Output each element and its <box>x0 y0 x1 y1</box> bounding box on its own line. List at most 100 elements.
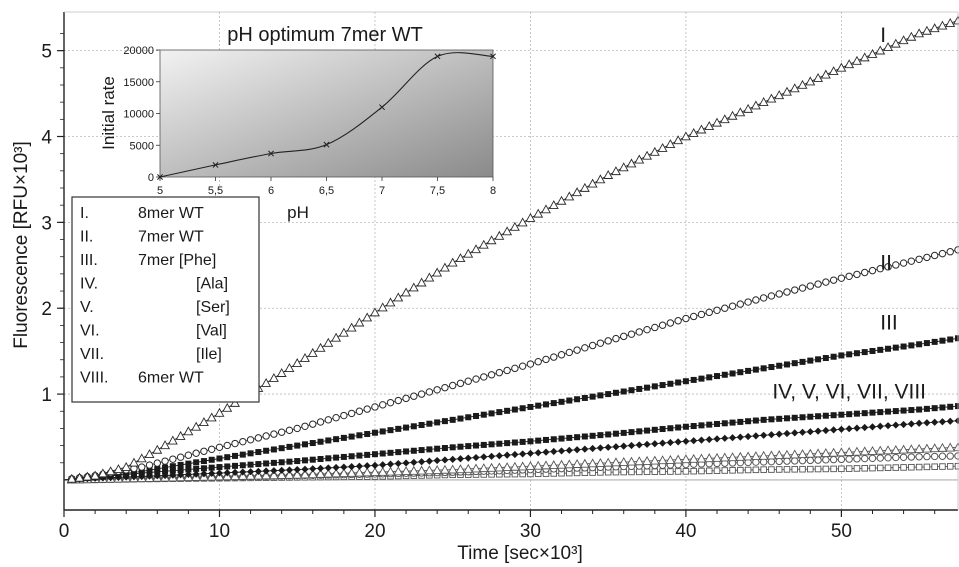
data-point-VI <box>385 466 396 476</box>
inset-y-axis-title: Initial rate <box>99 76 118 150</box>
data-point-IV <box>574 434 581 441</box>
data-point-II <box>472 375 480 383</box>
data-point-I <box>789 83 800 93</box>
data-point-V <box>169 471 177 479</box>
data-point-I <box>416 277 427 287</box>
inset-y-tick-label: 15000 <box>123 77 154 89</box>
data-point-I <box>183 426 194 436</box>
data-point-III <box>239 451 246 458</box>
legend-numeral: IV. <box>80 276 98 293</box>
data-point-I <box>634 154 645 164</box>
data-point-VI <box>253 470 264 480</box>
data-point-IV <box>270 459 277 466</box>
data-point-I <box>525 212 536 222</box>
data-point-VIII <box>682 468 690 475</box>
data-point-VI <box>478 463 489 473</box>
data-point-II <box>899 259 908 267</box>
data-point-VIII <box>923 463 931 471</box>
data-point-II <box>309 420 317 428</box>
data-point-IV <box>496 440 503 447</box>
data-point-IV <box>830 412 837 419</box>
data-point-III <box>504 407 511 414</box>
data-point-III <box>589 393 596 400</box>
data-point-III <box>714 373 721 380</box>
data-point-VII <box>767 457 776 466</box>
data-point-IV <box>745 418 752 425</box>
data-point-V <box>931 418 939 426</box>
data-point-II <box>464 377 472 385</box>
data-point-V <box>798 428 807 436</box>
data-point-VI <box>813 448 824 458</box>
data-point-VI <box>867 445 878 455</box>
data-point-V <box>355 462 364 470</box>
data-point-VI <box>315 468 326 478</box>
data-point-IV <box>200 465 207 472</box>
data-point-V <box>581 445 589 453</box>
data-point-II <box>573 346 581 354</box>
data-point-II <box>845 272 853 280</box>
data-point-II <box>176 453 185 461</box>
data-point-V <box>534 449 542 457</box>
data-point-III <box>395 425 402 432</box>
data-point-II <box>386 398 395 407</box>
data-point-V <box>495 452 503 460</box>
data-point-II <box>215 443 224 452</box>
data-point-IV <box>208 464 215 471</box>
data-point-III <box>955 335 959 342</box>
data-point-III <box>550 400 557 407</box>
data-point-II <box>518 362 527 370</box>
data-point-IV <box>542 436 549 443</box>
data-point-VI <box>587 458 598 468</box>
data-point-VII <box>806 456 814 465</box>
data-point-VI <box>455 464 466 474</box>
data-point-V <box>728 434 737 442</box>
data-point-I <box>805 76 816 86</box>
data-point-V <box>363 462 371 470</box>
data-point-III <box>294 442 301 449</box>
data-point-IV <box>644 427 651 434</box>
data-point-II <box>752 296 760 304</box>
data-point-I <box>750 100 761 110</box>
data-point-I <box>797 79 808 89</box>
data-point-I <box>727 110 738 120</box>
data-point-II <box>503 366 511 375</box>
data-point-V <box>907 420 915 428</box>
data-point-V <box>441 456 449 464</box>
data-point-III <box>822 355 829 362</box>
data-point-VI <box>338 468 349 478</box>
data-point-VIII <box>729 467 736 474</box>
data-point-II <box>713 306 721 314</box>
data-point-I <box>121 461 132 471</box>
data-point-VIII <box>659 468 666 475</box>
data-point-IV <box>791 414 798 421</box>
data-point-I <box>587 178 598 188</box>
data-point-VI <box>564 459 575 469</box>
data-point-II <box>293 424 301 433</box>
data-point-II <box>783 288 791 296</box>
inset-x-tick-label: 6 <box>268 185 274 197</box>
data-point-III <box>892 344 899 351</box>
data-point-I <box>129 457 139 467</box>
data-point-III <box>877 346 884 353</box>
data-point-V <box>348 463 356 471</box>
data-point-II <box>526 360 535 368</box>
data-point-VI <box>704 453 715 463</box>
data-point-III <box>846 351 853 358</box>
data-point-I <box>844 59 855 69</box>
data-point-IV <box>403 448 410 455</box>
data-point-IV <box>162 468 169 475</box>
data-point-I <box>898 35 909 45</box>
data-point-II <box>651 323 659 332</box>
data-point-II <box>674 317 682 325</box>
data-point-VII <box>892 453 900 462</box>
data-point-III <box>247 450 254 457</box>
data-point-IV <box>799 414 806 421</box>
data-point-VI <box>432 465 443 474</box>
data-point-VIII <box>807 465 814 473</box>
data-point-IV <box>488 441 495 448</box>
data-point-II <box>705 308 713 317</box>
data-point-III <box>916 341 923 348</box>
data-point-VI <box>439 464 450 474</box>
data-point-III <box>496 409 503 416</box>
